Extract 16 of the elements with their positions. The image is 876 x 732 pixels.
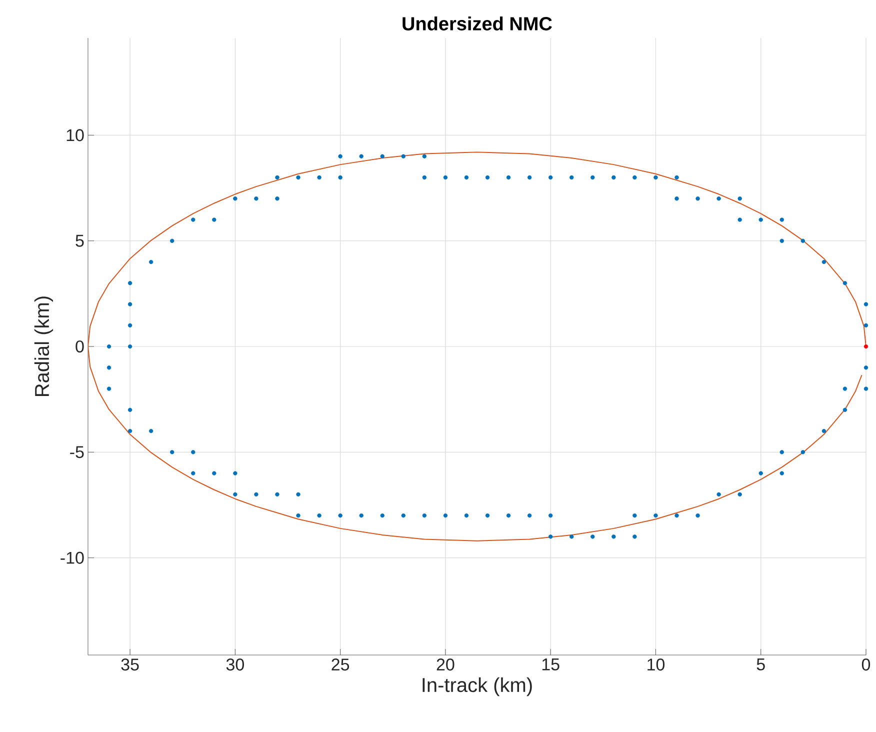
y-tick-label: 0	[76, 340, 84, 353]
x-tick-label: 10	[648, 658, 665, 671]
y-tick-label: 10	[66, 129, 84, 142]
y-axis-title: Radial (km)	[34, 296, 54, 396]
x-tick-label: 5	[756, 658, 765, 670]
y-tick-label: -5	[70, 446, 84, 458]
chart-title: Undersized NMC	[402, 16, 552, 30]
y-tick-label: 5	[76, 234, 84, 247]
x-tick-label: 25	[332, 658, 350, 671]
x-tick-label: 30	[226, 658, 244, 671]
x-tick-label: 0	[862, 658, 870, 671]
y-tick-label: -10	[60, 552, 84, 564]
x-tick-label: 15	[542, 658, 560, 670]
x-tick-label: 20	[436, 658, 454, 671]
x-axis-title: In-track (km)	[422, 677, 532, 696]
x-tick-label: 35	[121, 658, 139, 671]
